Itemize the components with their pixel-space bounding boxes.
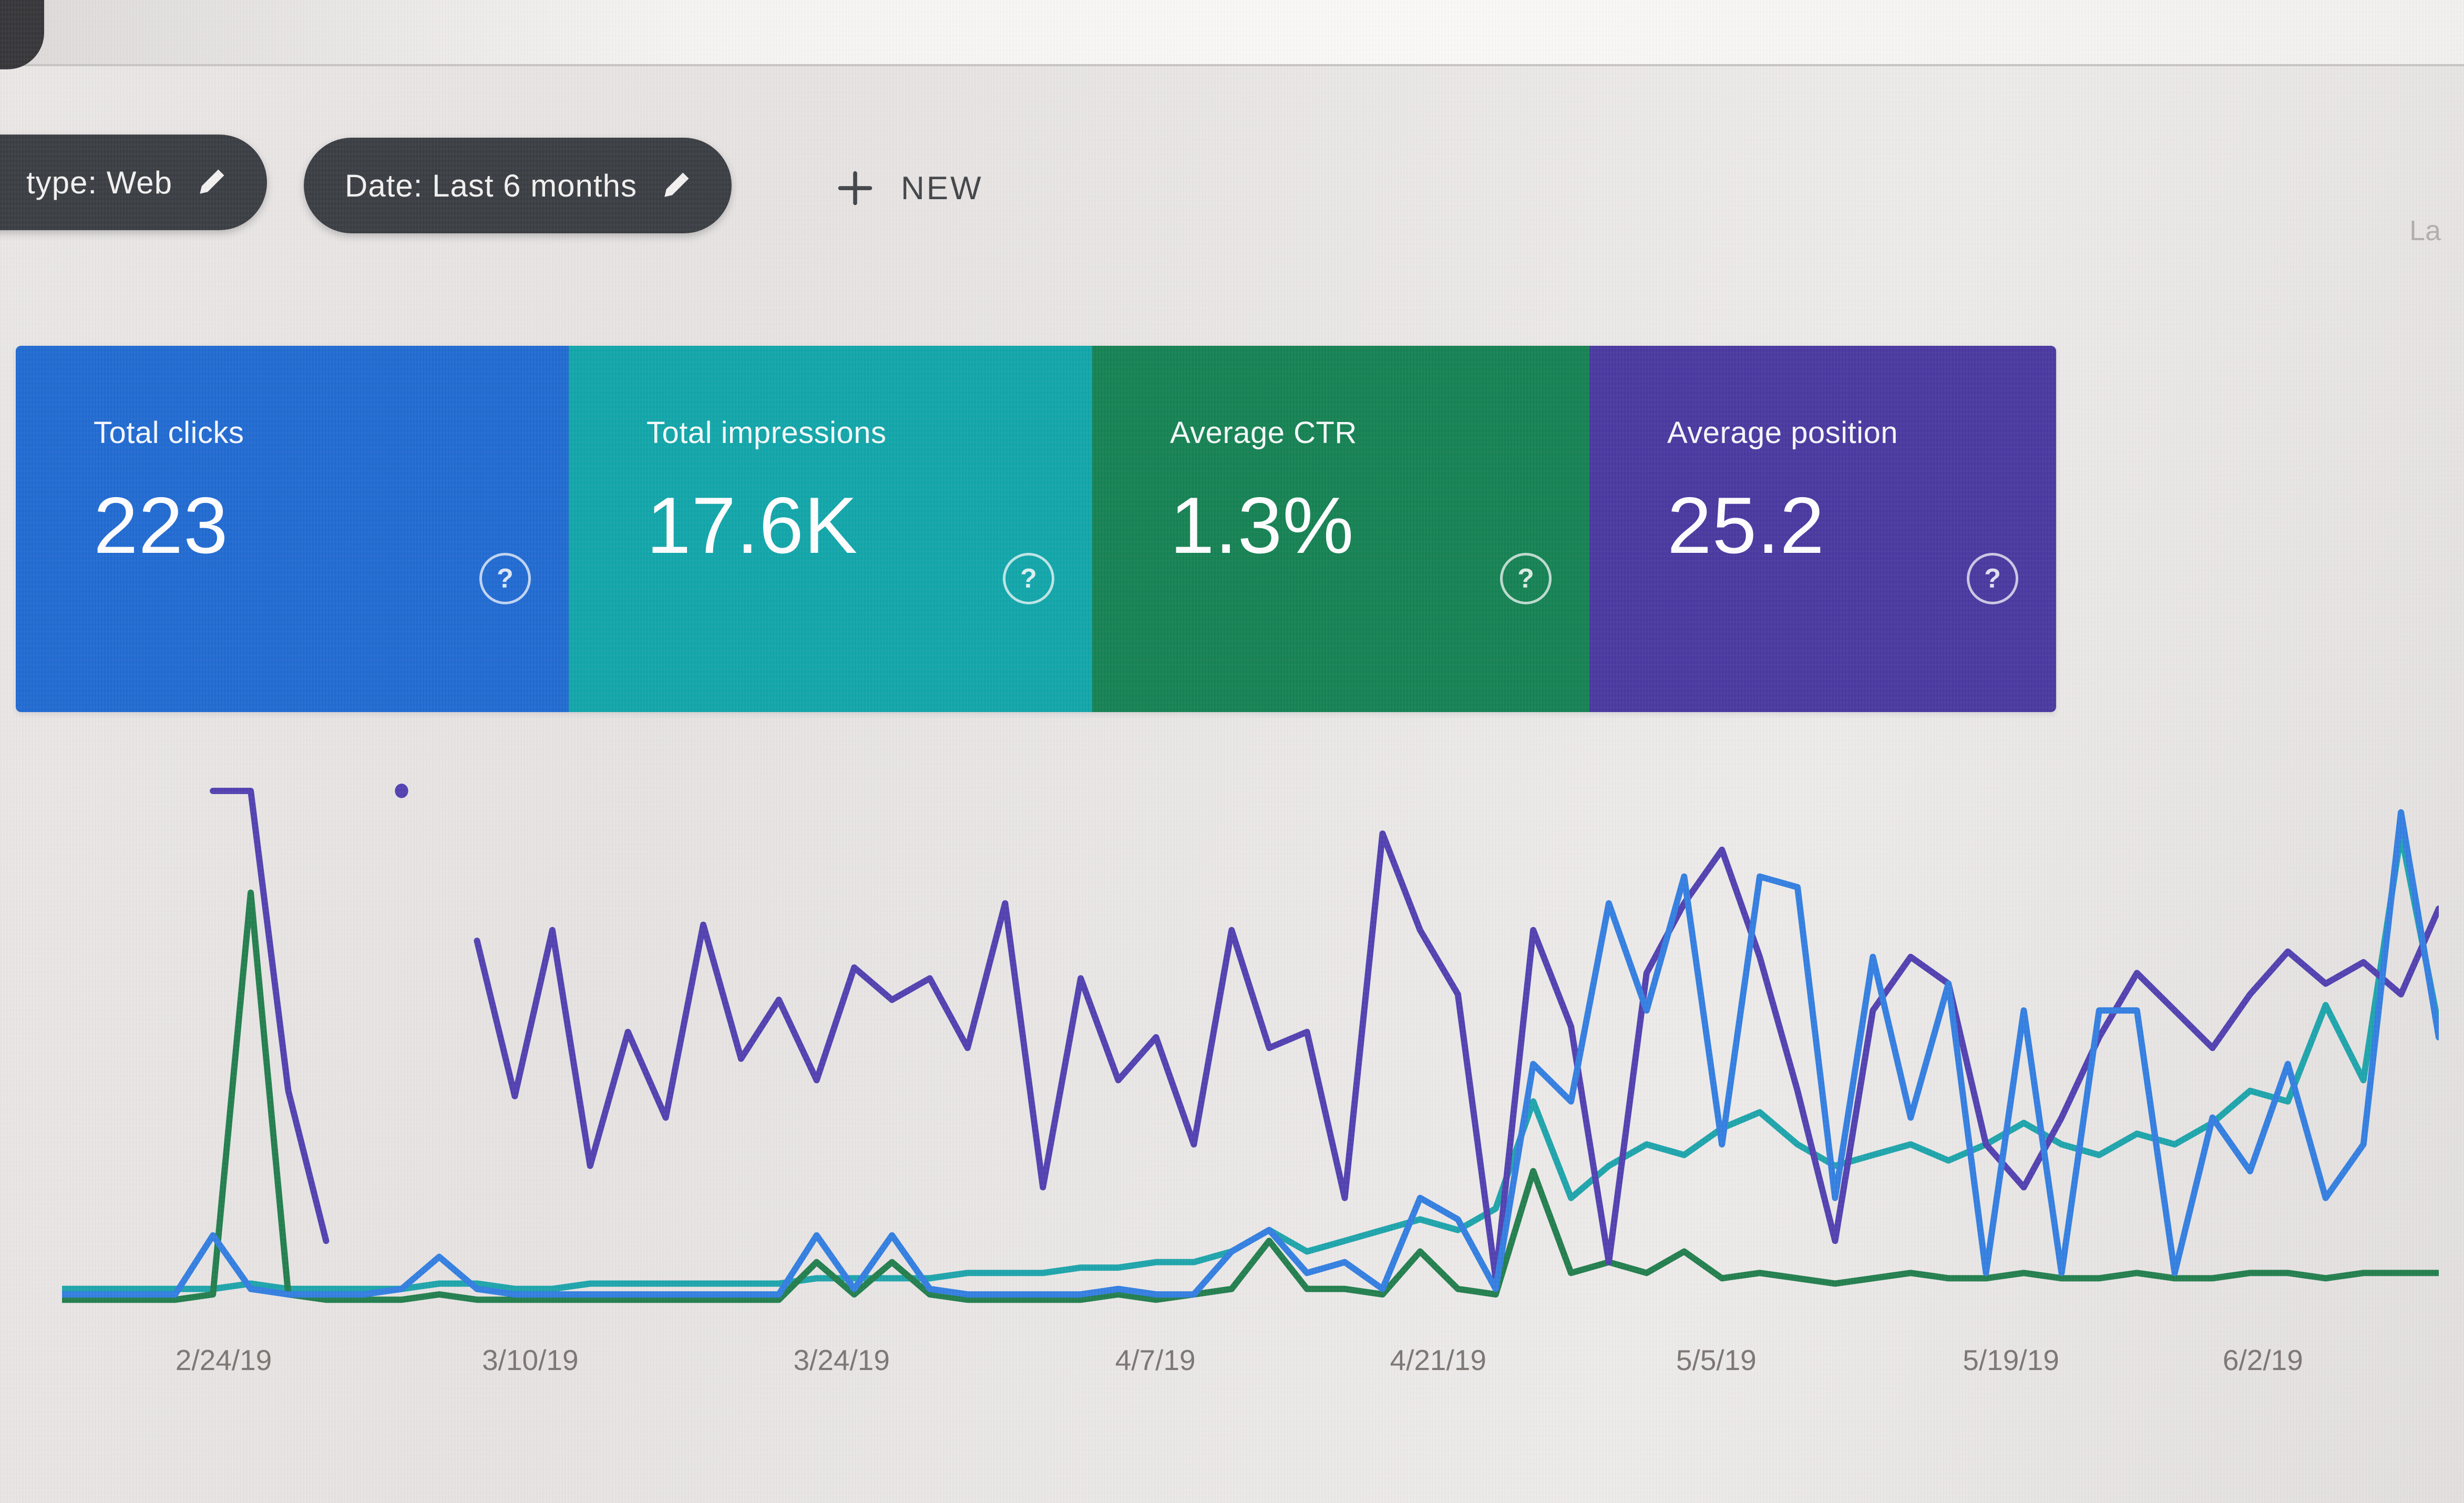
help-icon[interactable]: ? bbox=[1967, 553, 2018, 604]
edit-pencil-icon[interactable] bbox=[197, 168, 226, 197]
total-impressions-label: Total impressions bbox=[646, 416, 887, 450]
total-clicks-value: 223 bbox=[94, 481, 229, 570]
chart-line-position bbox=[477, 833, 2439, 1278]
average-position-value: 25.2 bbox=[1667, 481, 1825, 570]
total-clicks-label: Total clicks bbox=[94, 416, 244, 450]
average-ctr-card[interactable]: Average CTR 1.3% ? bbox=[1092, 346, 1589, 712]
x-tick-label: 4/7/19 bbox=[1115, 1344, 1196, 1376]
top-glare-bar bbox=[0, 0, 2464, 66]
x-tick-label: 5/19/19 bbox=[1963, 1344, 2059, 1376]
average-position-label: Average position bbox=[1667, 416, 1898, 450]
total-impressions-value: 17.6K bbox=[646, 481, 858, 570]
x-tick-label: 4/21/19 bbox=[1390, 1344, 1486, 1376]
new-filter-button-label: NEW bbox=[901, 170, 983, 207]
help-icon[interactable]: ? bbox=[1003, 553, 1054, 604]
performance-chart-svg bbox=[62, 756, 2439, 1322]
average-ctr-value: 1.3% bbox=[1170, 481, 1354, 570]
x-tick-label: 3/24/19 bbox=[793, 1344, 890, 1376]
chart-line-clicks bbox=[62, 812, 2439, 1294]
edit-pencil-icon[interactable] bbox=[661, 171, 691, 200]
right-cropped-text: La bbox=[2409, 215, 2441, 246]
summary-cards-row: Total clicks 223 ? Total impressions 17.… bbox=[16, 346, 2056, 712]
x-tick-label: 3/10/19 bbox=[482, 1344, 579, 1376]
search-type-chip-label: type: Web bbox=[26, 164, 173, 200]
chart-line-impressions bbox=[62, 833, 2439, 1289]
total-clicks-card[interactable]: Total clicks 223 ? bbox=[16, 346, 569, 712]
x-tick-label: 5/5/19 bbox=[1676, 1344, 1757, 1376]
plus-icon bbox=[838, 171, 872, 205]
search-type-chip[interactable]: type: Web bbox=[0, 135, 268, 230]
chart-line-ctr bbox=[62, 893, 2439, 1300]
average-ctr-label: Average CTR bbox=[1170, 416, 1357, 450]
chart-x-axis: 2/24/19 3/10/19 3/24/19 4/7/19 4/21/19 5/5/19… bbox=[62, 1343, 2439, 1391]
chart-line-position bbox=[213, 791, 326, 1241]
date-range-chip-label: Date: Last 6 months bbox=[345, 168, 637, 203]
help-icon[interactable]: ? bbox=[479, 553, 531, 604]
performance-chart[interactable] bbox=[62, 756, 2439, 1322]
new-filter-button[interactable]: NEW bbox=[837, 158, 983, 219]
x-tick-label: 6/2/19 bbox=[2222, 1344, 2303, 1376]
average-position-card[interactable]: Average position 25.2 ? bbox=[1589, 346, 2056, 712]
x-tick-label: 2/24/19 bbox=[175, 1344, 272, 1376]
help-icon[interactable]: ? bbox=[1500, 553, 1552, 604]
chart-point-position bbox=[395, 784, 408, 798]
date-range-chip[interactable]: Date: Last 6 months bbox=[304, 138, 732, 233]
total-impressions-card[interactable]: Total impressions 17.6K ? bbox=[569, 346, 1092, 712]
